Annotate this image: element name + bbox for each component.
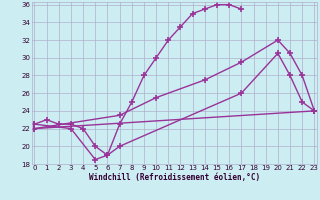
X-axis label: Windchill (Refroidissement éolien,°C): Windchill (Refroidissement éolien,°C) — [89, 173, 260, 182]
